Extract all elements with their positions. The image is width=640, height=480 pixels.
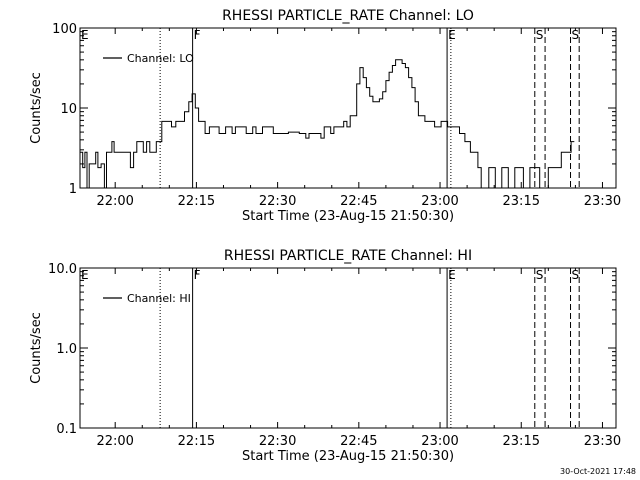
hi-legend-label: Channel: HI: [127, 292, 191, 305]
hi-x-tick-label-4: 23:00: [421, 434, 458, 449]
lo-x-tick-label-3: 22:45: [340, 194, 377, 209]
lo-y-tick-label-2: 100: [52, 22, 77, 37]
lo-marker-label-5: S: [536, 28, 544, 42]
lo-legend-label: Channel: LO: [127, 52, 194, 65]
lo-chart-title: RHESSI PARTICLE_RATE Channel: LO: [222, 8, 474, 24]
hi-chart-title: RHESSI PARTICLE_RATE Channel: HI: [224, 248, 472, 264]
hi-x-tick-label-5: 23:15: [503, 434, 540, 449]
lo-marker-label-2: F: [194, 28, 201, 42]
lo-y-tick-label-1: 10: [60, 102, 77, 117]
hi-x-axis-label: Start Time (23-Aug-15 21:50:30): [242, 449, 454, 464]
lo-x-tick-label-6: 23:30: [584, 194, 621, 209]
hi-marker-label-3: E: [448, 268, 456, 282]
hi-y-tick-label-2: 10.0: [48, 262, 77, 277]
hi-y-tick-label-0: 0.1: [56, 422, 77, 437]
lo-marker-label-7: S: [572, 28, 580, 42]
lo-y-axis-label: Counts/sec: [29, 72, 44, 144]
hi-x-tick-label-6: 23:30: [584, 434, 621, 449]
footer-timestamp: 30-Oct-2021 17:48: [560, 467, 636, 476]
hi-y-tick-label-1: 1.0: [56, 342, 77, 357]
lo-x-tick-label-1: 22:15: [178, 194, 215, 209]
lo-x-tick-label-2: 22:30: [259, 194, 296, 209]
lo-x-tick-label-5: 23:15: [503, 194, 540, 209]
lo-x-tick-label-4: 23:00: [421, 194, 458, 209]
hi-x-tick-label-1: 22:15: [178, 434, 215, 449]
hi-x-tick-label-0: 22:00: [96, 434, 133, 449]
hi-x-tick-label-3: 22:45: [340, 434, 377, 449]
hi-marker-label-0: E: [81, 268, 89, 282]
lo-marker-label-0: E: [81, 28, 89, 42]
hi-y-axis-label: Counts/sec: [29, 312, 44, 384]
lo-series-line-0: [80, 59, 575, 189]
lo-x-axis-label: Start Time (23-Aug-15 21:50:30): [242, 209, 454, 224]
lo-x-tick-label-0: 22:00: [96, 194, 133, 209]
hi-marker-label-2: F: [194, 268, 201, 282]
hi-marker-label-7: S: [572, 268, 580, 282]
hi-x-tick-label-2: 22:30: [259, 434, 296, 449]
lo-y-tick-label-0: 1: [69, 182, 77, 197]
hi-marker-label-5: S: [536, 268, 544, 282]
lo-marker-label-3: E: [448, 28, 456, 42]
